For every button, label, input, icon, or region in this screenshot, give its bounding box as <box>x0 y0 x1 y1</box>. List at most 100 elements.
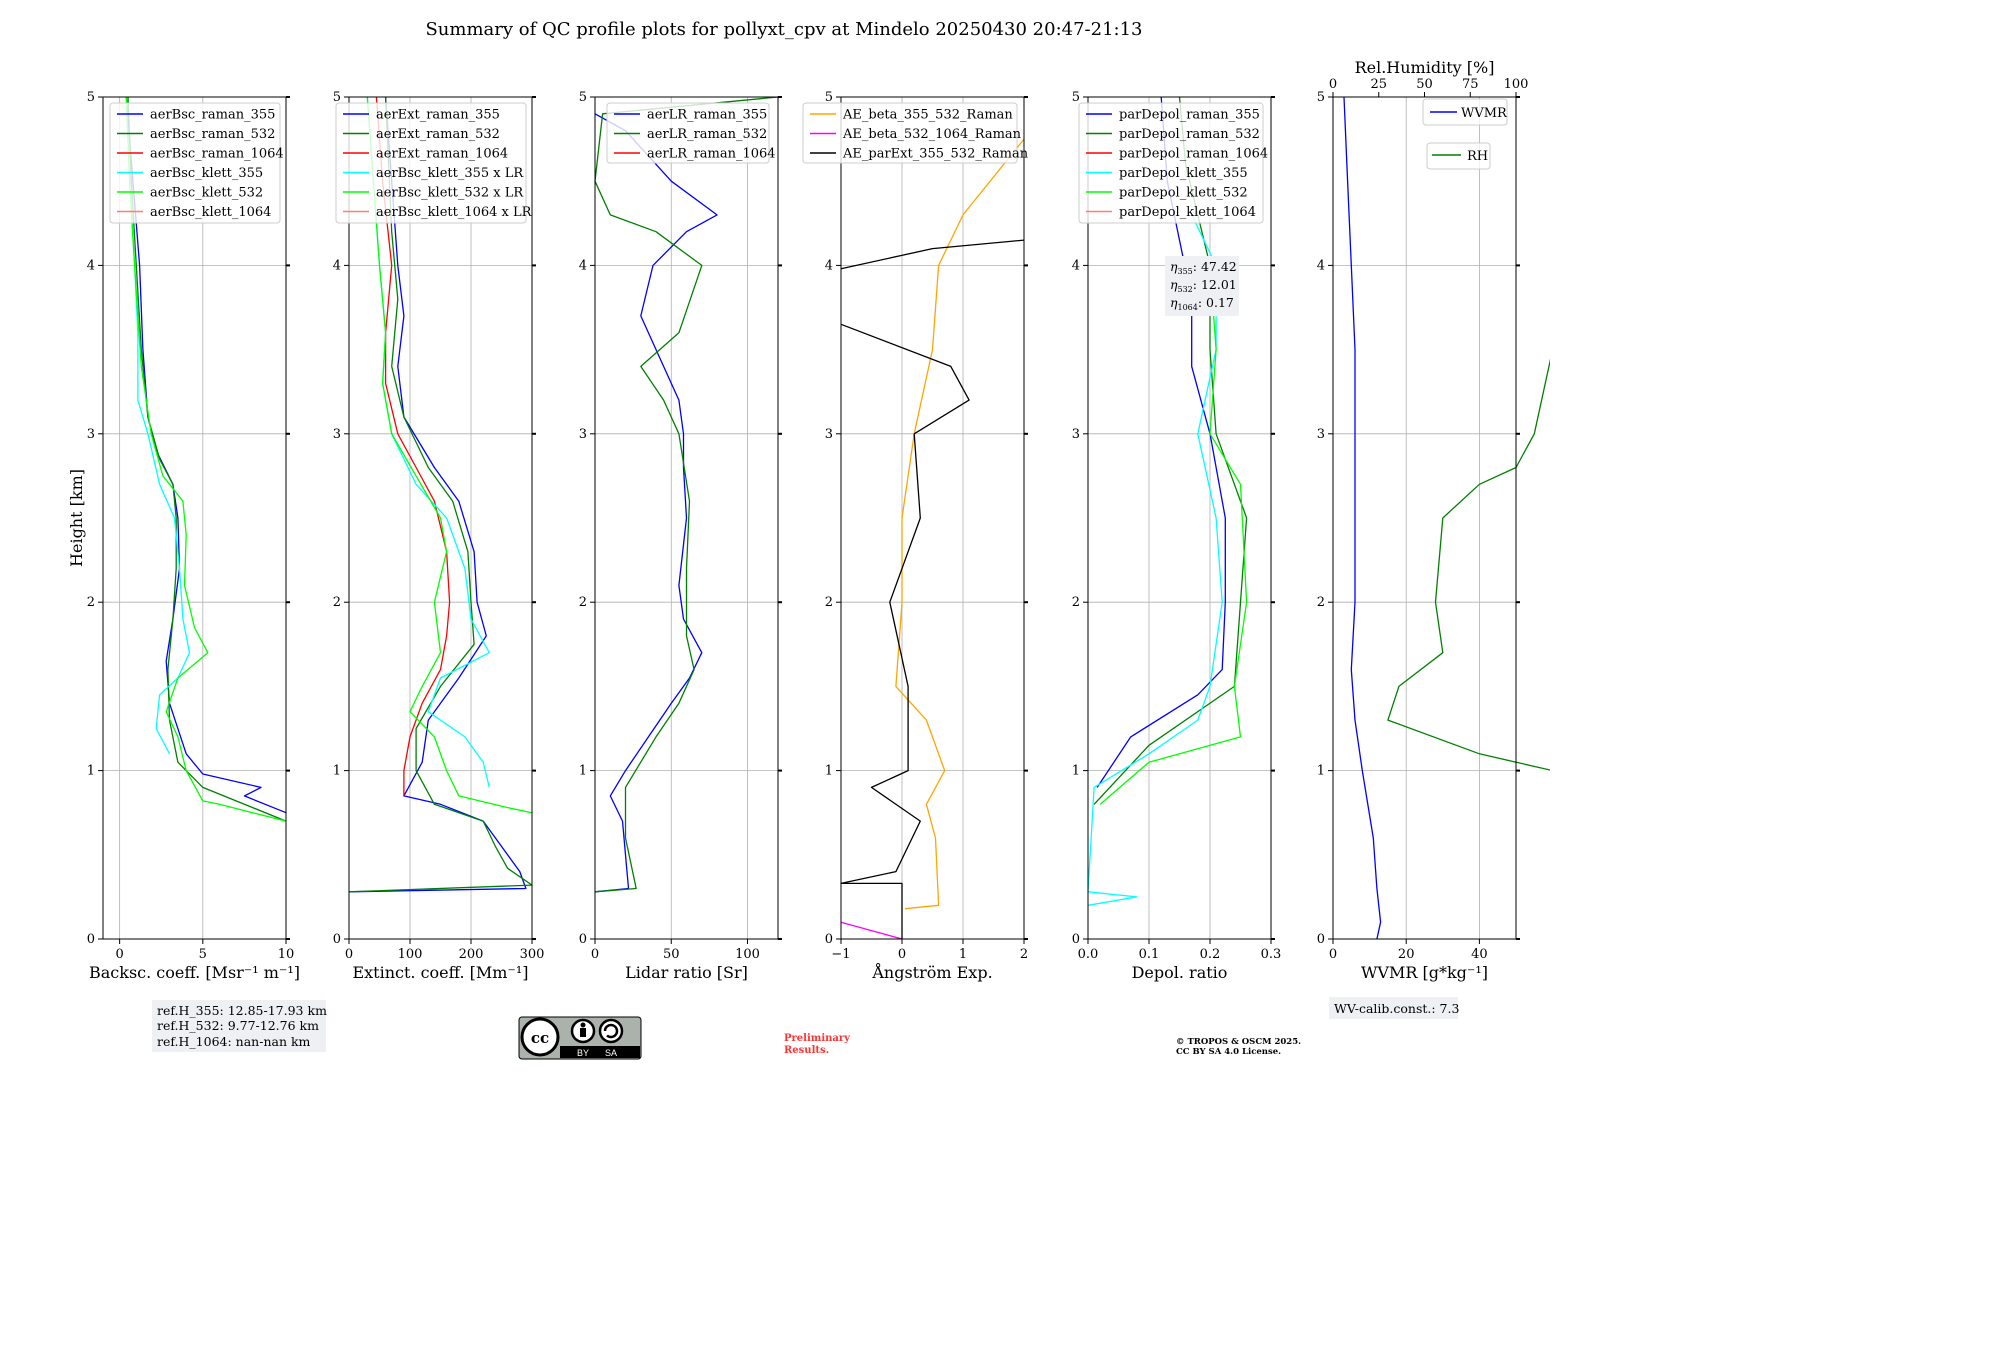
legend-label: aerBsc_klett_355 x LR <box>376 166 524 181</box>
top-tick-label: 0 <box>1329 77 1337 92</box>
svg-text:cc: cc <box>531 1029 549 1047</box>
legend-label: AE_beta_532_1064_Raman <box>842 127 1022 142</box>
x-tick-label: 100 <box>735 947 760 962</box>
y-tick-label: 1 <box>579 764 587 779</box>
y-tick-label: 5 <box>1317 90 1325 105</box>
legend-3: aerLR_raman_355 aerLR_raman_532 aerLR_rama… <box>606 102 776 164</box>
y-axis-label: Height [km] <box>67 469 86 567</box>
eta-355: η355: 47.42 <box>1170 259 1237 276</box>
legend-label: aerExt_raman_1064 <box>376 147 508 162</box>
y-tick-label: 0 <box>825 932 833 947</box>
y-tick-label: 1 <box>333 764 341 779</box>
y-tick-label: 0 <box>1317 932 1325 947</box>
y-tick-label: 3 <box>1317 427 1325 442</box>
x-tick-label: 2 <box>1020 947 1028 962</box>
x-tick-label: 20 <box>1398 947 1415 962</box>
x-tick-label: 0.2 <box>1200 947 1221 962</box>
legend-label: WVMR <box>1461 106 1508 121</box>
x-axis-label: Lidar ratio [Sr] <box>625 963 748 982</box>
series-WVMR <box>1343 96 1382 940</box>
legend-label: aerBsc_raman_532 <box>150 127 275 142</box>
x-tick-label: 50 <box>663 947 680 962</box>
legend-label: RH <box>1467 149 1488 164</box>
y-tick-label: 2 <box>1317 595 1325 610</box>
legend-1: aerBsc_raman_355 aerBsc_raman_532 aerBsc_r… <box>109 102 284 224</box>
legend-label: aerLR_raman_1064 <box>647 147 776 162</box>
y-tick-label: 4 <box>87 258 95 273</box>
y-tick-label: 1 <box>1072 764 1080 779</box>
ref-height-1064: ref.H_1064: nan-nan km <box>157 1034 311 1049</box>
legend-label: aerBsc_raman_355 <box>150 108 275 123</box>
x-tick-label: 200 <box>459 947 484 962</box>
panel-2: 0 100 200 300 0 1 2 3 4 5 Extinct. coeff. [Mm⁻¹] ae… <box>333 90 545 982</box>
y-tick-label: 4 <box>825 258 833 273</box>
y-tick-label: 0 <box>333 932 341 947</box>
cc-by-label: BY <box>577 1048 589 1058</box>
legend-label: AE_parExt_355_532_Raman <box>842 147 1029 162</box>
legend-6: WVMR RH <box>1422 98 1508 170</box>
legend-label: parDepol_klett_355 <box>1119 166 1248 181</box>
y-tick-label: 2 <box>87 595 95 610</box>
series-AE_parExt_355_532_Raman_upper <box>840 239 1025 270</box>
cc-license-badge: cc BY SA <box>518 1016 642 1060</box>
y-tick-label: 2 <box>825 595 833 610</box>
y-tick-label: 0 <box>87 932 95 947</box>
y-tick-label: 0 <box>579 932 587 947</box>
x-tick-label: 0 <box>591 947 599 962</box>
x-axis-label: Extinct. coeff. [Mm⁻¹] <box>352 963 528 982</box>
legend-label: aerBsc_klett_532 <box>150 186 263 201</box>
x-tick-label: 5 <box>199 947 207 962</box>
legend-label: parDepol_klett_532 <box>1119 186 1248 201</box>
panel-frame <box>102 96 287 940</box>
legend-label: aerBsc_raman_1064 <box>150 147 284 162</box>
panel-6: 0 20 40 0 1 2 3 4 5 WVMR [g*kg⁻¹] 0 25 50 75 100 Rel.Hu… <box>1317 58 1550 982</box>
y-tick-label: 5 <box>825 90 833 105</box>
cc-sa-label: SA <box>605 1048 617 1058</box>
panel-3: 0 50 100 0 1 2 3 4 5 Lidar ratio [Sr] aerLR_raman_… <box>579 90 782 982</box>
x-tick-label: 40 <box>1471 947 1488 962</box>
legend-label: aerBsc_klett_1064 x LR <box>376 205 533 220</box>
wv-calib-box: WV-calib.const.: 7.3 <box>1329 997 1459 1019</box>
y-tick-label: 3 <box>579 427 587 442</box>
ref-height-box: ref.H_355: 12.85-17.93 km ref.H_532: 9.7… <box>152 1000 327 1052</box>
y-tick-label: 0 <box>1072 932 1080 947</box>
qc-profile-summary: Summary of QC profile plots for pollyxt_… <box>67 19 1550 1060</box>
x-tick-label: 100 <box>398 947 423 962</box>
panel-frame <box>1332 96 1517 940</box>
legend-label: parDepol_raman_355 <box>1119 108 1260 123</box>
y-tick-label: 3 <box>1072 427 1080 442</box>
eta-532: η532: 12.01 <box>1170 277 1237 294</box>
panel-5: 0.0 0.1 0.2 0.3 0 1 2 3 4 5 Depol. ratio parDepol_r… <box>1072 90 1282 982</box>
x-axis-label: Backsc. coeff. [Msr⁻¹ m⁻¹] <box>89 963 300 982</box>
copyright-line2: CC BY SA 4.0 License. <box>1176 1047 1281 1057</box>
x-tick-label: 0.3 <box>1261 947 1282 962</box>
wv-calib-text: WV-calib.const.: 7.3 <box>1334 1001 1459 1016</box>
y-tick-label: 5 <box>579 90 587 105</box>
top-tick-label: 75 <box>1462 77 1479 92</box>
x-tick-label: 10 <box>278 947 295 962</box>
legend-label: parDepol_raman_532 <box>1119 127 1260 142</box>
x-axis-label: Ångström Exp. <box>871 962 992 982</box>
x-tick-label: 0.0 <box>1078 947 1099 962</box>
panel-frame <box>1087 96 1272 940</box>
panel-frame <box>840 96 1025 940</box>
preliminary-line2: Results. <box>784 1045 829 1056</box>
y-tick-label: 1 <box>825 764 833 779</box>
y-tick-label: 5 <box>333 90 341 105</box>
x-tick-label: 1 <box>959 947 967 962</box>
x-tick-label: 0 <box>115 947 123 962</box>
x-axis-label: Depol. ratio <box>1132 963 1228 982</box>
figure-title: Summary of QC profile plots for pollyxt_… <box>425 19 1142 40</box>
y-tick-label: 4 <box>333 258 341 273</box>
top-tick-label: 25 <box>1370 77 1387 92</box>
series-AE_beta_355_532_Raman <box>895 138 1025 910</box>
panel-frame <box>594 96 779 940</box>
series-AE_beta_532_1064_Raman <box>840 921 903 940</box>
legend-2: aerExt_raman_355 aerExt_raman_532 aerExt_r… <box>335 102 533 224</box>
series-aerExt_raman_355 <box>348 96 527 893</box>
y-tick-label: 2 <box>1072 595 1080 610</box>
legend-label: aerExt_raman_532 <box>376 127 500 142</box>
y-tick-label: 1 <box>87 764 95 779</box>
